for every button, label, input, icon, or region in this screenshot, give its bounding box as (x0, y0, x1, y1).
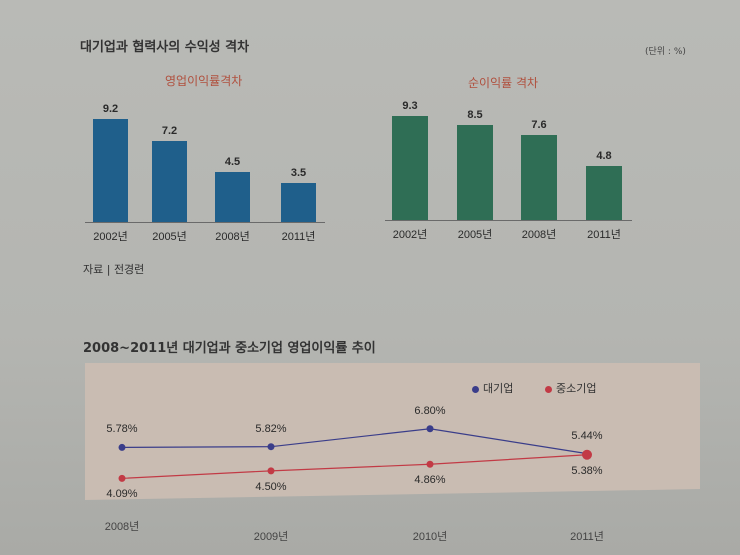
x-tick-label: 2011년 (587, 229, 621, 241)
data-label: 5.82% (255, 422, 287, 435)
data-point (582, 449, 592, 460)
bar (281, 182, 316, 222)
x-tick-label: 2002년 (93, 231, 128, 243)
baseline (385, 220, 632, 221)
data-label: 4.09% (106, 488, 138, 501)
x-tick-label: 2005년 (152, 231, 187, 243)
legend-dot-icon (472, 385, 479, 393)
bar (93, 118, 128, 222)
series-line (121, 428, 588, 455)
data-point (118, 474, 126, 482)
legend-dot-icon (545, 385, 552, 393)
data-point (426, 425, 434, 433)
unit-label: (단위 : %) (645, 47, 686, 57)
data-label: 5.44% (571, 429, 603, 442)
x-tick-label: 2008년 (104, 521, 140, 533)
page-title: 대기업과 협력사의 수익성 격차 (80, 40, 250, 55)
data-point (118, 443, 126, 451)
x-tick-label: 2008년 (215, 231, 250, 243)
bar-value-label: 3.5 (290, 166, 307, 179)
data-point (426, 460, 434, 468)
data-label: 5.38% (571, 464, 603, 477)
bar (586, 166, 622, 220)
x-tick-label: 2009년 (253, 531, 289, 543)
line-chart-title: 2008~2011년 대기업과 중소기업 영업이익률 추이 (83, 341, 376, 356)
bar-value-label: 7.2 (161, 125, 178, 138)
bar-value-label: 9.3 (402, 99, 418, 112)
legend-large: 대기업 (472, 380, 513, 396)
data-point (267, 443, 275, 451)
bar-value-label: 4.8 (596, 150, 612, 163)
x-tick-label: 2002년 (392, 229, 428, 241)
source-note: 자료 | 전경련 (83, 263, 145, 276)
data-point (267, 467, 275, 475)
data-label: 4.86% (414, 474, 446, 487)
x-tick-label: 2011년 (570, 531, 604, 543)
legend-sme: 중소기업 (545, 380, 596, 396)
bar (457, 124, 493, 220)
line-chart-panel (85, 363, 700, 500)
data-label: 5.78% (106, 423, 138, 436)
bar (215, 171, 250, 222)
bar (521, 134, 557, 220)
x-tick-label: 2011년 (281, 231, 316, 243)
data-label: 4.50% (255, 480, 287, 493)
bar (152, 141, 187, 222)
series-line (121, 454, 588, 479)
chart1-title: 영업이익률격차 (165, 74, 243, 88)
data-label: 6.80% (414, 404, 446, 417)
x-tick-label: 2008년 (521, 229, 557, 241)
bar-value-label: 9.2 (102, 102, 119, 115)
x-tick-label: 2005년 (457, 229, 493, 241)
bar (392, 115, 428, 220)
baseline (85, 222, 325, 223)
x-tick-label: 2010년 (412, 531, 448, 543)
legend-label: 중소기업 (556, 382, 597, 395)
bar-value-label: 8.5 (467, 108, 483, 121)
legend-label: 대기업 (483, 382, 514, 395)
bar-value-label: 7.6 (531, 118, 547, 131)
bar-value-label: 4.5 (224, 155, 241, 168)
chart2-title: 순이익률 격차 (468, 76, 539, 90)
